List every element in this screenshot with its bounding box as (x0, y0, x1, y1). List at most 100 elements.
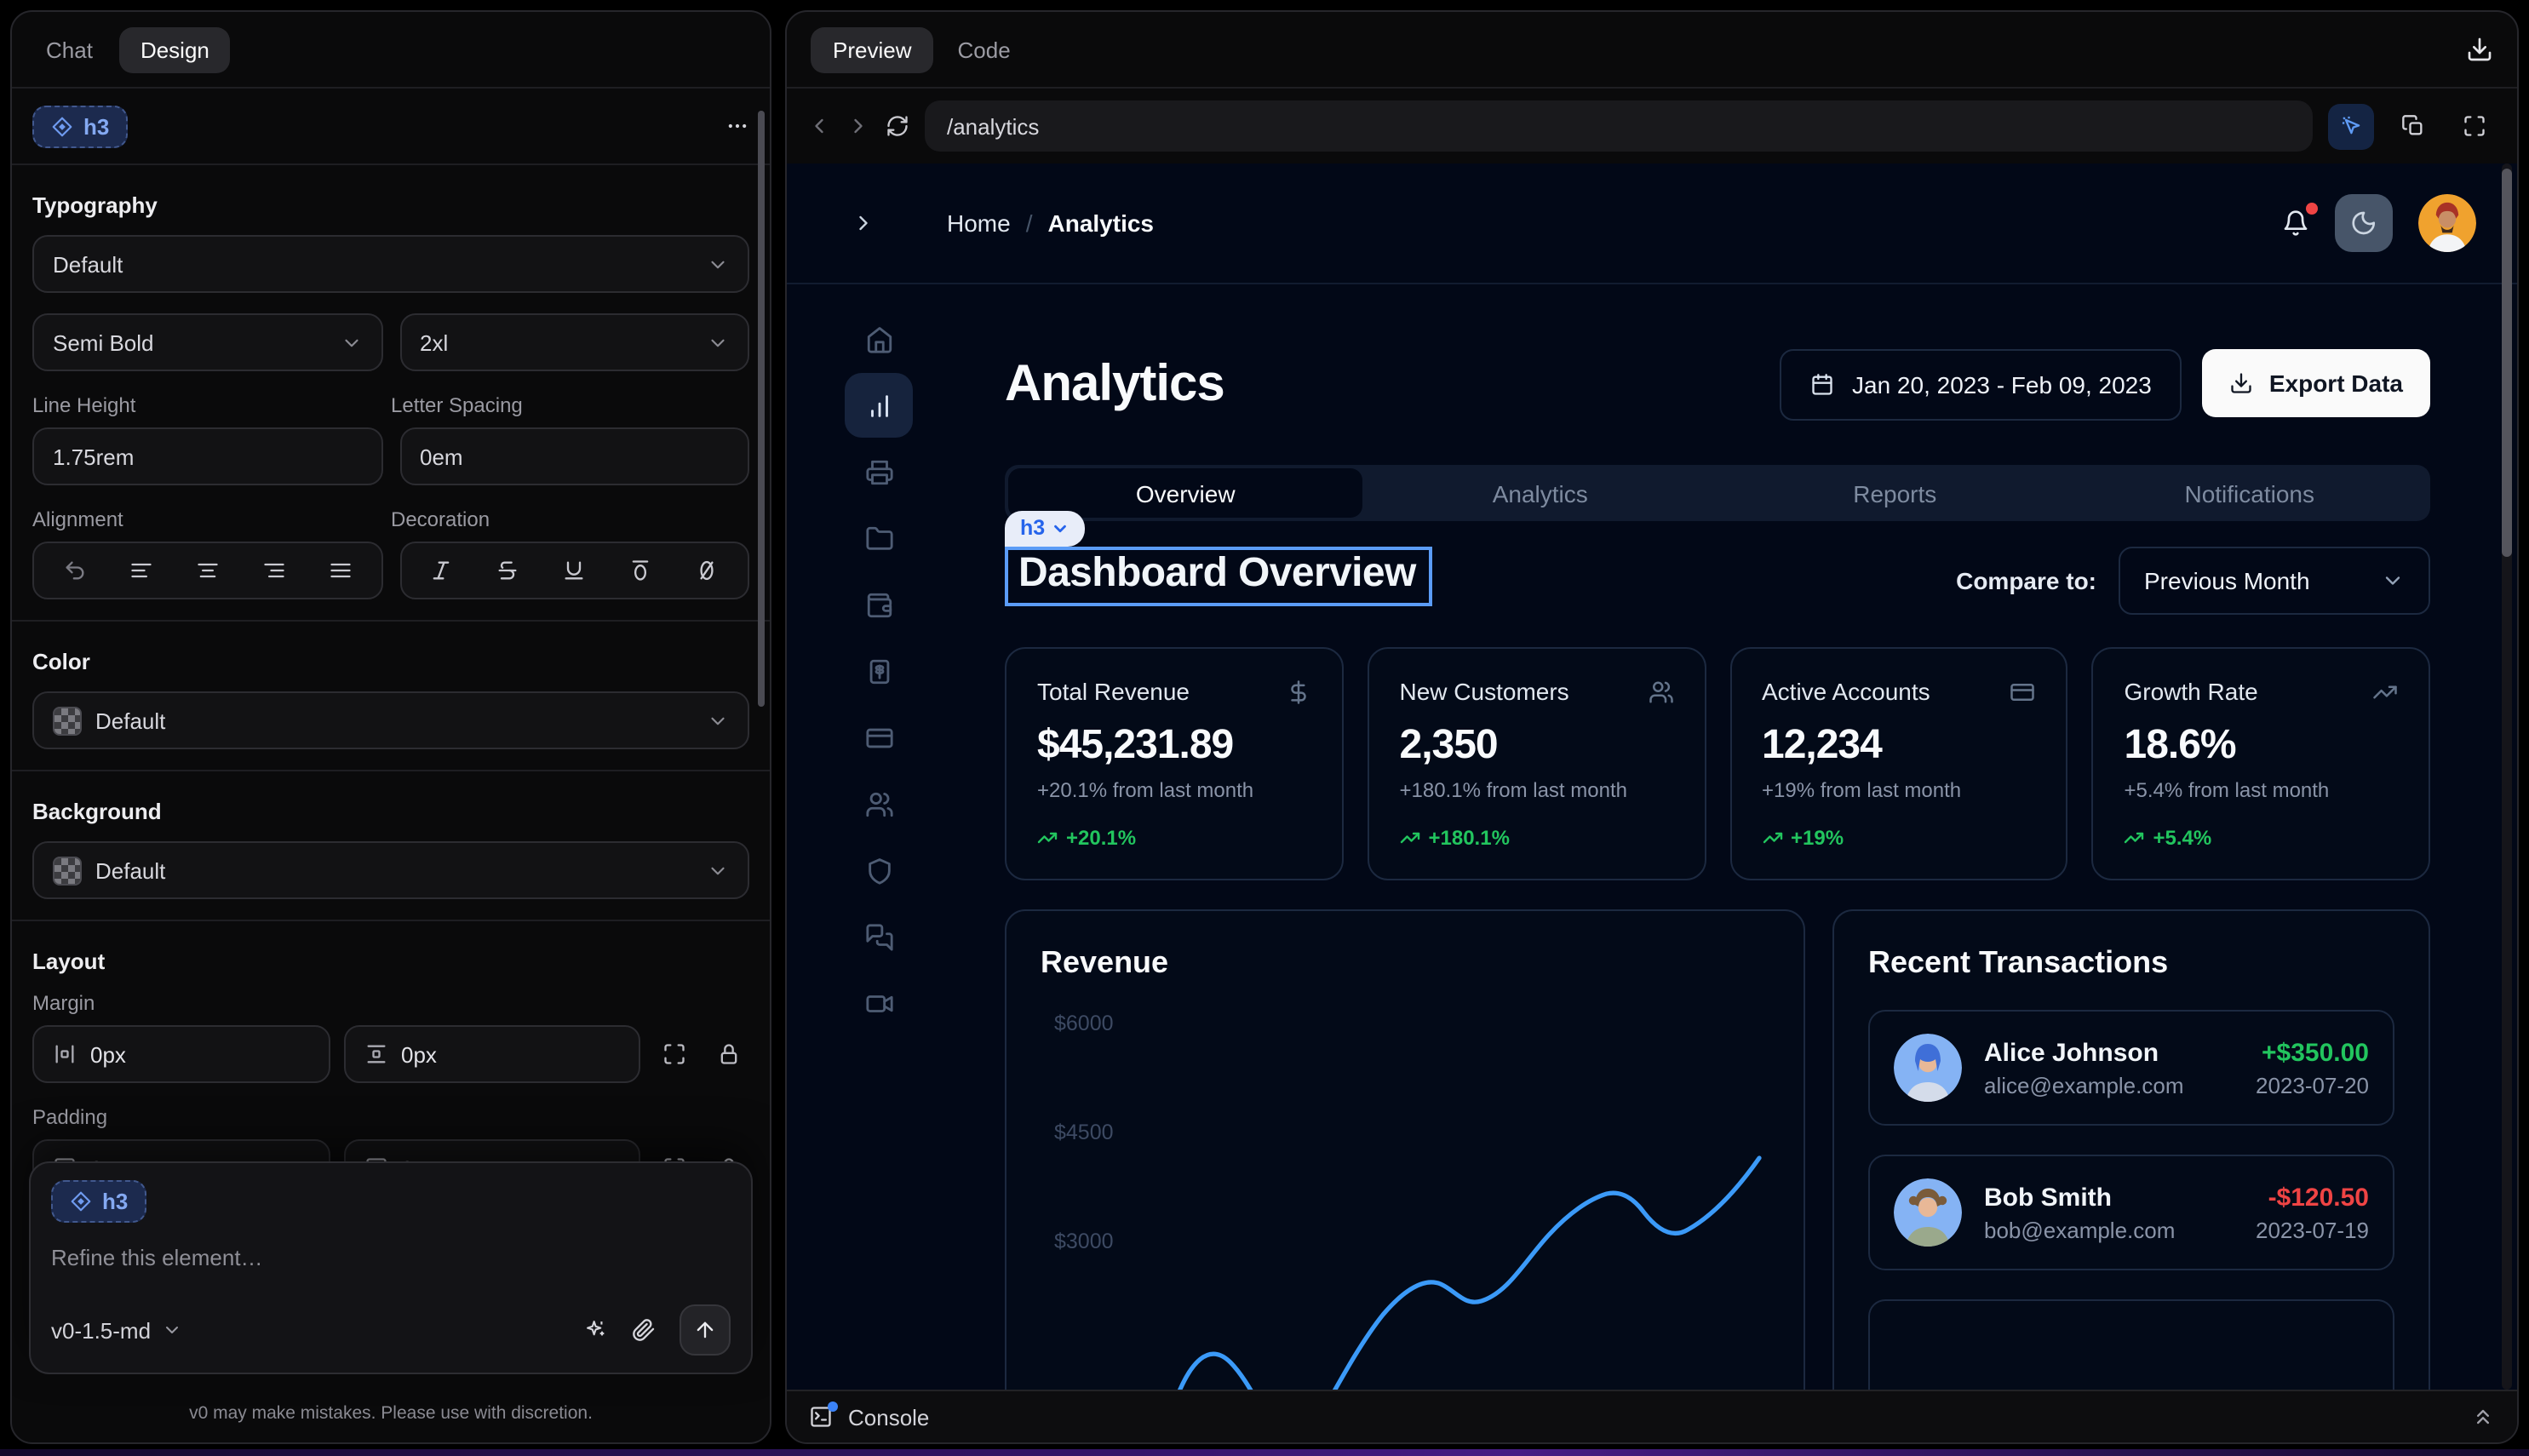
console-bar[interactable]: Console (787, 1390, 2517, 1442)
tab-notifications[interactable]: Notifications (2184, 479, 2314, 507)
sidebar-scrollbar[interactable] (758, 111, 765, 707)
line-height-label: Line Height (32, 393, 136, 417)
color-select[interactable]: Default (32, 691, 749, 749)
italic-icon[interactable] (429, 559, 453, 582)
tab-design[interactable]: Design (119, 26, 230, 72)
margin-x-input[interactable]: 0px (32, 1025, 330, 1083)
selection-tag-label: h3 (1020, 516, 1046, 540)
sidebar-expand-icon[interactable] (852, 211, 875, 235)
typography-heading: Typography (32, 192, 158, 218)
font-family-select[interactable]: Default (32, 235, 749, 293)
underline-icon[interactable] (562, 559, 586, 582)
margin-x-value: 0px (90, 1041, 126, 1067)
tab-analytics[interactable]: Analytics (1492, 479, 1588, 507)
composer-input[interactable]: Refine this element… (51, 1245, 263, 1270)
chevron-down-icon (711, 866, 725, 874)
layout-section: Layout Margin 0px 0px Padding 0px (12, 921, 770, 1240)
trending-up-icon (1037, 832, 1058, 844)
forward-icon[interactable] (846, 114, 870, 138)
reset-alignment-icon[interactable] (62, 559, 86, 582)
align-justify-icon[interactable] (329, 559, 353, 582)
sidebar-item-cards[interactable] (845, 705, 913, 770)
revenue-chart-card: Revenue $6000 $4500 $3000 (1005, 909, 1805, 1390)
letter-spacing-value: 0em (420, 444, 463, 469)
copy-page-tool[interactable] (2389, 103, 2435, 149)
transaction-email: bob@example.com (1984, 1217, 2176, 1242)
transaction-row[interactable]: Bob Smith bob@example.com -$120.50 2023-… (1868, 1155, 2394, 1270)
export-data-button[interactable]: Export Data (2202, 349, 2430, 417)
avatar (1894, 1034, 1962, 1102)
element-tag-badge[interactable]: h3 (32, 105, 129, 147)
font-size-select[interactable]: 2xl (399, 313, 749, 371)
transaction-row[interactable]: Alice Johnson alice@example.com +$350.00… (1868, 1010, 2394, 1126)
send-button[interactable] (680, 1304, 731, 1356)
stat-value: 12,234 (1762, 722, 1883, 768)
transaction-date: 2023-07-19 (2256, 1217, 2369, 1242)
receipt-icon (869, 658, 889, 684)
sidebar-item-reports[interactable] (845, 439, 913, 504)
chevrons-up-icon[interactable] (2471, 1405, 2495, 1429)
tab-code[interactable]: Code (957, 37, 1011, 62)
sidebar-item-home[interactable] (845, 307, 913, 371)
overline-icon[interactable] (629, 559, 653, 582)
breadcrumb-home[interactable]: Home (947, 209, 1011, 237)
strikethrough-icon[interactable] (496, 559, 519, 582)
sidebar-item-wallet[interactable] (845, 572, 913, 637)
tab-overview[interactable]: Overview (1008, 468, 1363, 518)
sidebar-item-users[interactable] (845, 771, 913, 836)
selected-element-outline[interactable]: Dashboard Overview (1005, 547, 1433, 606)
align-left-icon[interactable] (129, 559, 152, 582)
home-icon (866, 326, 892, 353)
select-element-tool[interactable] (2328, 103, 2374, 149)
pointer-select-icon (2341, 116, 2360, 135)
theme-toggle[interactable] (2335, 194, 2393, 252)
tab-reports[interactable]: Reports (1853, 479, 1937, 507)
sidebar-item-video[interactable] (845, 971, 913, 1035)
transaction-name: Bob Smith (1984, 1183, 2112, 1212)
fullscreen-tool[interactable] (2451, 103, 2497, 149)
preview-scrollbar-thumb[interactable] (2502, 169, 2512, 557)
background-value: Default (95, 857, 166, 883)
margin-y-value: 0px (401, 1041, 437, 1067)
font-family-value: Default (53, 251, 123, 277)
messages-icon (865, 923, 892, 950)
align-center-icon[interactable] (195, 559, 219, 582)
stat-title: New Customers (1399, 678, 1569, 705)
download-icon[interactable] (2466, 36, 2493, 63)
letter-spacing-input[interactable]: 0em (399, 427, 749, 485)
url-bar[interactable]: /analytics (925, 100, 2313, 152)
sparkles-icon[interactable] (584, 1318, 608, 1342)
margin-y-input[interactable]: 0px (343, 1025, 640, 1083)
composer-element-badge[interactable]: h3 (51, 1180, 147, 1223)
background-select[interactable]: Default (32, 841, 749, 899)
user-avatar[interactable] (2418, 194, 2476, 252)
sidebar-item-security[interactable] (845, 838, 913, 903)
stat-trend-value: +5.4% (2153, 826, 2212, 850)
more-options-icon[interactable] (725, 114, 749, 138)
align-right-icon[interactable] (262, 559, 286, 582)
compare-select[interactable]: Previous Month (2119, 547, 2430, 615)
refresh-icon[interactable] (886, 114, 909, 138)
sidebar-item-billing[interactable] (845, 639, 913, 703)
model-selector[interactable]: v0-1.5-md (51, 1317, 181, 1343)
sidebar-item-messages[interactable] (845, 904, 913, 969)
selection-tag-pill[interactable]: h3 (1005, 511, 1085, 547)
notifications-button[interactable] (2282, 203, 2318, 237)
line-height-input[interactable]: 1.75rem (32, 427, 382, 485)
expand-margin-icon[interactable] (662, 1042, 686, 1066)
sidebar-item-files[interactable] (845, 506, 913, 570)
date-range-button[interactable]: Jan 20, 2023 - Feb 09, 2023 (1779, 349, 2182, 421)
lock-margin-icon[interactable] (717, 1042, 741, 1066)
no-decoration-icon[interactable] (696, 559, 720, 582)
folder-icon (865, 525, 892, 549)
back-icon[interactable] (807, 114, 831, 138)
tab-chat[interactable]: Chat (46, 37, 93, 62)
paperclip-icon[interactable] (632, 1318, 656, 1342)
tab-preview[interactable]: Preview (811, 26, 934, 72)
trending-up-icon (1762, 832, 1782, 844)
letter-spacing-label: Letter Spacing (391, 393, 523, 417)
font-weight-select[interactable]: Semi Bold (32, 313, 382, 371)
sidebar-item-analytics[interactable] (845, 373, 913, 438)
stat-cards: Total Revenue $45,231.89 +20.1% from las… (1005, 647, 2430, 880)
wallet-icon (866, 592, 892, 617)
